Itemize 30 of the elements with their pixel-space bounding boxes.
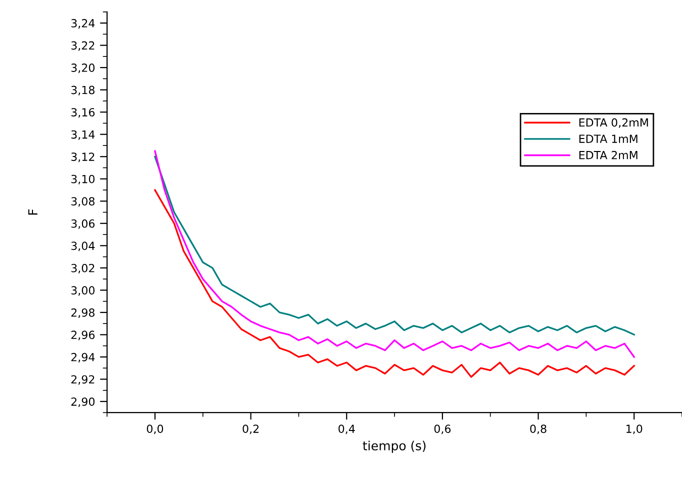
x-tick-label: 0,6 [434,424,451,434]
y-tick-label: 3,06 [71,219,95,229]
x-tick-label: 0,8 [530,424,546,434]
y-tick-label: 3,18 [71,86,95,96]
x-tick-label: 0,4 [338,424,355,434]
y-tick-label: 2,96 [71,330,95,340]
y-tick-label: 3,04 [71,242,95,252]
line-series [154,189,635,378]
y-tick-label: 3,20 [71,64,95,74]
y-tick-label: 3,14 [71,130,95,140]
legend-label: EDTA 2mM [579,150,638,160]
x-tick-label: 1,0 [626,424,642,434]
y-tick-label: 2,92 [71,375,94,385]
y-tick-label: 2,94 [71,352,95,362]
y-tick-label: 3,10 [71,174,95,184]
y-tick-label: 3,12 [71,152,94,162]
y-tick-label: 2,98 [71,308,95,318]
x-tick-label: 0,0 [146,424,164,434]
y-tick-label: 3,22 [71,41,94,51]
x-tick-label: 0,2 [242,424,259,434]
y-tick-label: 3,24 [71,19,95,29]
y-tick-label: 3,16 [71,108,95,118]
y-axis-title: F [28,209,38,215]
y-tick-label: 2,90 [71,397,95,407]
y-tick-label: 3,02 [71,264,94,274]
x-axis-title: tiempo (s) [362,440,426,453]
y-tick-label: 3,08 [71,197,95,207]
legend-label: EDTA 0,2mM [579,118,648,128]
legend-label: EDTA 1mM [579,134,638,143]
y-tick-label: 3,00 [71,286,95,296]
